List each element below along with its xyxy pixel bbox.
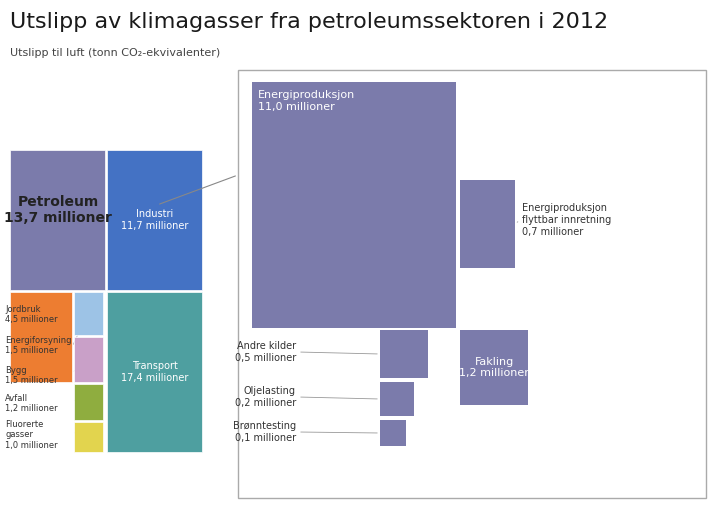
Text: Brønntesting
0,1 millioner: Brønntesting 0,1 millioner — [233, 421, 296, 443]
Text: Fakling
1,2 millioner: Fakling 1,2 millioner — [459, 357, 529, 379]
Text: Utslipp av klimagasser fra petroleumssektoren i 2012: Utslipp av klimagasser fra petroleumssek… — [10, 12, 608, 32]
Bar — [380, 330, 428, 378]
Bar — [74, 337, 103, 382]
Bar — [10, 150, 105, 290]
Text: Energiforsyning
1,5 millioner: Energiforsyning 1,5 millioner — [5, 336, 71, 355]
Bar — [74, 384, 103, 420]
Text: Bygg
1,5 millioner: Bygg 1,5 millioner — [5, 366, 57, 385]
Bar — [238, 70, 706, 498]
Text: Energiproduksjon
11,0 millioner: Energiproduksjon 11,0 millioner — [258, 90, 355, 112]
Bar — [74, 292, 103, 335]
Bar — [74, 422, 103, 452]
Bar — [380, 382, 414, 416]
Bar — [460, 180, 515, 268]
Text: Jordbruk
4,5 millioner: Jordbruk 4,5 millioner — [5, 305, 57, 324]
Bar — [10, 292, 72, 382]
Bar — [380, 420, 406, 446]
Text: Energiproduksjon
flyttbar innretning
0,7 millioner: Energiproduksjon flyttbar innretning 0,7… — [522, 203, 611, 236]
Text: Avfall
1,2 millioner: Avfall 1,2 millioner — [5, 394, 57, 414]
Bar — [460, 330, 528, 405]
Text: Fluorerte
gasser
1,0 millioner: Fluorerte gasser 1,0 millioner — [5, 420, 57, 450]
Text: Utslipp til luft (tonn CO₂-ekvivalenter): Utslipp til luft (tonn CO₂-ekvivalenter) — [10, 48, 220, 58]
Text: Andre kilder
0,5 millioner: Andre kilder 0,5 millioner — [234, 341, 296, 363]
Text: Petroleum
13,7 millioner: Petroleum 13,7 millioner — [4, 195, 112, 225]
Text: Industri
11,7 millioner: Industri 11,7 millioner — [121, 209, 188, 231]
Text: Oljelasting
0,2 millioner: Oljelasting 0,2 millioner — [234, 386, 296, 408]
Text: Transport
17,4 millioner: Transport 17,4 millioner — [121, 361, 188, 383]
Bar — [252, 82, 456, 328]
Bar — [107, 150, 202, 290]
Bar — [107, 292, 202, 452]
